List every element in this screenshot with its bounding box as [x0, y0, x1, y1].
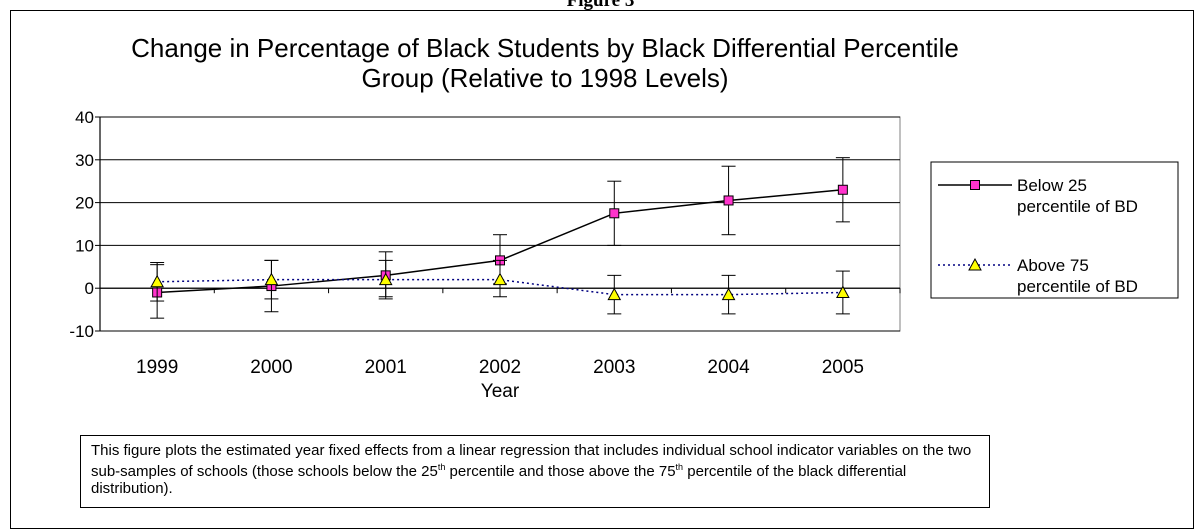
- x-tick-label: 2001: [365, 357, 407, 378]
- note-text-2: percentile and those above the 75: [445, 463, 676, 480]
- plot-area-border: [99, 116, 901, 332]
- data-point-triangle: [150, 274, 164, 288]
- data-point-square: [837, 184, 848, 195]
- data-point-triangle: [836, 285, 850, 298]
- data-point-triangle: [493, 272, 507, 286]
- note-text-1: This figure plots the estimated year fix…: [91, 442, 972, 480]
- x-tick-label: 2004: [707, 357, 750, 378]
- x-tick-label: 2005: [822, 357, 864, 378]
- data-point-square: [723, 195, 734, 206]
- y-tick-label: 0: [85, 279, 94, 298]
- legend-label: percentile of BD: [1017, 277, 1138, 296]
- x-tick-label: 2000: [250, 357, 292, 378]
- legend-marker-triangle: [968, 257, 982, 271]
- legend-label: Below 25: [1017, 176, 1087, 195]
- data-point-triangle: [607, 287, 622, 301]
- note-text-3: percentile of the black differential dis…: [91, 463, 907, 497]
- note-sup-1: th: [437, 462, 446, 472]
- y-tick-label: 30: [75, 151, 94, 170]
- y-tick-label: -10: [69, 322, 94, 341]
- data-point-triangle: [378, 272, 393, 286]
- legend-label: Above 75: [1017, 256, 1089, 275]
- figure-note: This figure plots the estimated year fix…: [80, 435, 990, 508]
- figure-heading: Figure 3: [566, 0, 635, 11]
- note-sup-2: th: [675, 462, 684, 472]
- data-point-square: [609, 208, 620, 219]
- chart-title: Change in Percentage of Black Students b…: [131, 33, 959, 93]
- figure-frame: [10, 10, 1194, 529]
- data-point-triangle: [264, 272, 279, 286]
- y-tick-label: 40: [75, 108, 94, 127]
- x-tick-label: 2003: [593, 357, 635, 378]
- legend-marker-square: [970, 180, 980, 190]
- y-tick-label: 20: [75, 194, 94, 213]
- data-point-triangle: [721, 287, 736, 301]
- legend-label: percentile of BD: [1017, 197, 1138, 216]
- legend: Below 25 percentile of BD Above 75 percenti…: [930, 161, 1179, 299]
- y-tick-label: 10: [75, 236, 94, 255]
- x-axis-label: Year: [481, 381, 520, 402]
- series-2: [150, 259, 850, 315]
- x-tick-label: 1999: [136, 357, 178, 378]
- x-tick-label: 2002: [479, 357, 521, 378]
